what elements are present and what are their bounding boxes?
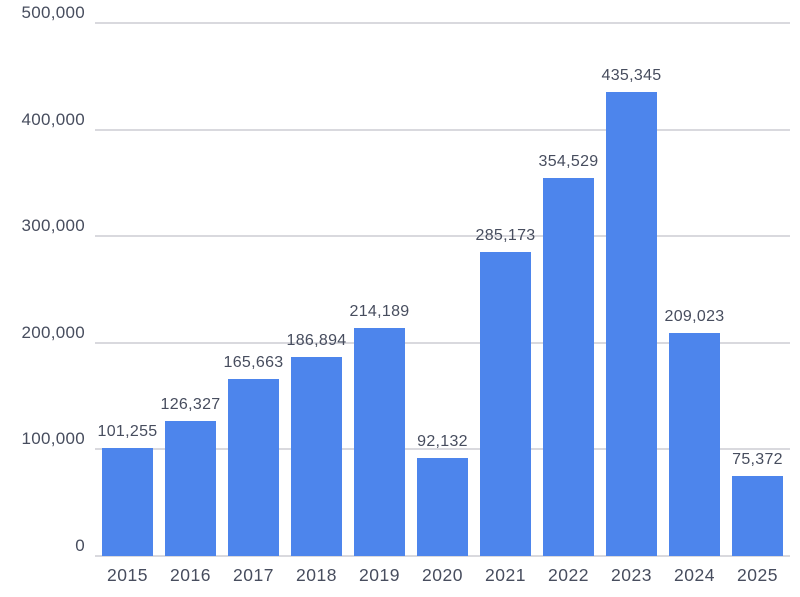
bar-value-label: 165,663: [223, 354, 284, 372]
x-tick-label: 2022: [548, 565, 589, 585]
x-tick-label: 2025: [737, 565, 778, 585]
bar-value-label: 214,189: [349, 302, 410, 320]
y-tick-label: 500,000: [21, 3, 85, 22]
y-tick-label: 300,000: [21, 216, 85, 236]
bar-cell: 354,529 2022: [539, 23, 599, 585]
bar-cell: 186,894 2018: [287, 23, 347, 585]
bar-cell: 285,173 2021: [476, 23, 536, 585]
bar-value-label: 126,327: [160, 396, 221, 414]
y-tick-label: 400,000: [21, 109, 85, 129]
y-tick-label: 0: [75, 536, 85, 555]
bar-value-label: 354,529: [538, 153, 599, 171]
bar-cell: 165,663 2017: [224, 23, 284, 585]
x-tick-label: 2016: [170, 565, 211, 585]
bar-value-label: 101,255: [97, 423, 158, 441]
bar-value-label: 435,345: [601, 66, 662, 84]
y-tick-label: 100,000: [21, 429, 85, 449]
bar-value-label: 209,023: [664, 308, 725, 326]
bar-value-label: 92,132: [417, 432, 468, 450]
bar-cell: 75,372 2025: [732, 23, 783, 585]
bar: [354, 327, 405, 556]
x-tick-label: 2021: [485, 565, 526, 585]
y-tick-label: 200,000: [21, 322, 85, 342]
bar: [228, 379, 279, 556]
x-tick-label: 2018: [296, 565, 337, 585]
bars-row: 101,255 2015 126,327 2016 165,663 2017 186,894…: [98, 23, 783, 585]
bar: [291, 356, 342, 556]
bar: [417, 457, 468, 556]
bar-cell: 101,255 2015: [98, 23, 158, 585]
bar: [606, 91, 657, 556]
bar: [102, 448, 153, 556]
bar-cell: 209,023 2024: [665, 23, 725, 585]
bar-cell: 92,132 2020: [417, 23, 468, 585]
bar: [480, 252, 531, 556]
bar-value-label: 75,372: [732, 450, 783, 468]
x-tick-label: 2017: [233, 565, 274, 585]
bar: [732, 475, 783, 556]
x-tick-label: 2019: [359, 565, 400, 585]
bar-value-label: 186,894: [286, 331, 347, 349]
bar: [543, 178, 594, 556]
x-tick-label: 2020: [422, 565, 463, 585]
bar-cell: 214,189 2019: [350, 23, 410, 585]
bar-cell: 435,345 2023: [602, 23, 662, 585]
x-tick-label: 2015: [107, 565, 148, 585]
bar: [165, 421, 216, 556]
x-tick-label: 2024: [674, 565, 715, 585]
bar-value-label: 285,173: [475, 227, 536, 245]
bar-cell: 126,327 2016: [161, 23, 221, 585]
y-axis: 0 100,000 200,000 300,000 400,000 500,000: [0, 0, 85, 597]
bar: [669, 333, 720, 556]
x-tick-label: 2023: [611, 565, 652, 585]
